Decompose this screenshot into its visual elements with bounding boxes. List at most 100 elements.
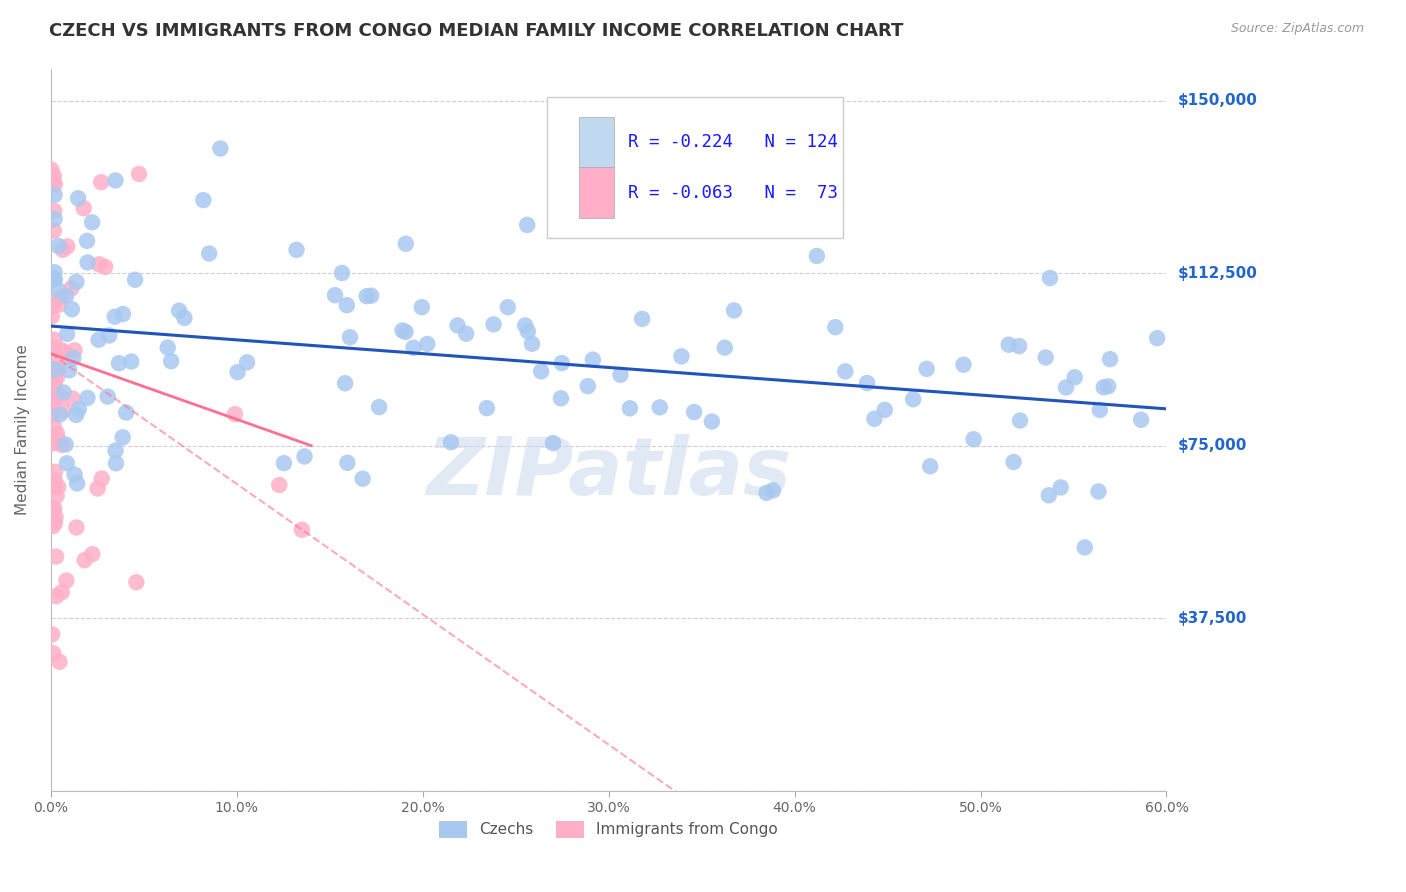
Point (920, 459, 942, 474)
Point (56, 326, 79, 341)
Point (49, 343, 72, 357)
Point (41, 478, 63, 492)
Point (44, 516, 66, 530)
Point (456, 326, 478, 341)
Point (49, 290, 72, 304)
Point (762, 483, 785, 498)
Point (48, 655, 70, 669)
Point (411, 300, 433, 314)
Point (42, 340, 65, 354)
Point (45, 510, 67, 524)
Point (551, 356, 574, 370)
Point (62, 392, 84, 406)
Point (806, 249, 828, 263)
Point (46, 369, 69, 384)
Point (42, 392, 65, 407)
Point (1008, 413, 1031, 427)
Point (323, 288, 346, 302)
Point (98, 328, 121, 343)
Point (873, 402, 896, 417)
Point (671, 350, 693, 364)
Point (44, 362, 66, 376)
Text: R = -0.063   N =  73: R = -0.063 N = 73 (627, 184, 838, 202)
Point (755, 486, 778, 500)
Point (42, 300, 65, 314)
Point (42, 395, 65, 409)
Point (339, 330, 361, 344)
Point (333, 376, 356, 391)
Text: $75,000: $75,000 (1178, 438, 1247, 453)
Point (42, 646, 65, 660)
Point (44, 474, 66, 488)
Point (48, 354, 70, 368)
Point (46, 363, 69, 377)
Point (63, 343, 86, 358)
Point (962, 432, 984, 446)
Point (530, 364, 553, 378)
Point (111, 307, 134, 321)
Point (1146, 331, 1168, 345)
Point (42, 296, 65, 310)
Point (108, 356, 131, 370)
Point (723, 303, 745, 318)
Point (1054, 380, 1077, 394)
Point (648, 401, 671, 415)
Point (104, 456, 127, 470)
Point (42, 175, 65, 189)
Point (56, 456, 79, 470)
Point (700, 415, 723, 429)
Point (125, 575, 148, 590)
Point (520, 336, 543, 351)
Text: $37,500: $37,500 (1178, 611, 1247, 625)
Point (1008, 339, 1031, 353)
Point (58, 363, 80, 377)
Point (53, 345, 76, 359)
Point (330, 266, 353, 280)
Point (42, 502, 65, 516)
Point (104, 443, 127, 458)
Point (97, 390, 120, 404)
Point (120, 354, 142, 368)
Point (52, 243, 75, 257)
Point (1039, 271, 1062, 285)
Point (1092, 380, 1115, 394)
Point (104, 173, 127, 187)
Bar (578, 168, 614, 218)
Point (198, 246, 221, 260)
Point (46, 480, 69, 494)
Point (41, 408, 63, 422)
Point (1130, 413, 1153, 427)
Point (76, 234, 98, 248)
Point (65, 275, 87, 289)
Text: Source: ZipAtlas.com: Source: ZipAtlas.com (1230, 22, 1364, 36)
Point (1074, 541, 1097, 555)
Point (834, 364, 856, 378)
Point (402, 341, 425, 355)
Point (82, 547, 104, 561)
Point (42, 519, 65, 533)
Point (63, 467, 86, 482)
Point (41, 310, 63, 324)
Point (90, 175, 112, 189)
Point (82, 215, 104, 229)
Point (515, 318, 537, 333)
Point (44, 376, 66, 391)
Point (49, 408, 72, 422)
Point (446, 318, 468, 333)
Point (48, 239, 70, 253)
Point (41, 627, 63, 641)
Point (67, 402, 90, 417)
Point (273, 456, 295, 470)
Point (236, 355, 259, 369)
Point (1002, 455, 1025, 469)
Point (576, 379, 599, 393)
Point (619, 401, 641, 416)
Point (713, 341, 735, 355)
Point (55, 289, 77, 303)
Point (1035, 351, 1057, 365)
Point (368, 400, 391, 414)
Point (45, 489, 67, 503)
Point (496, 300, 519, 314)
Point (41, 270, 63, 285)
Point (66, 476, 89, 491)
